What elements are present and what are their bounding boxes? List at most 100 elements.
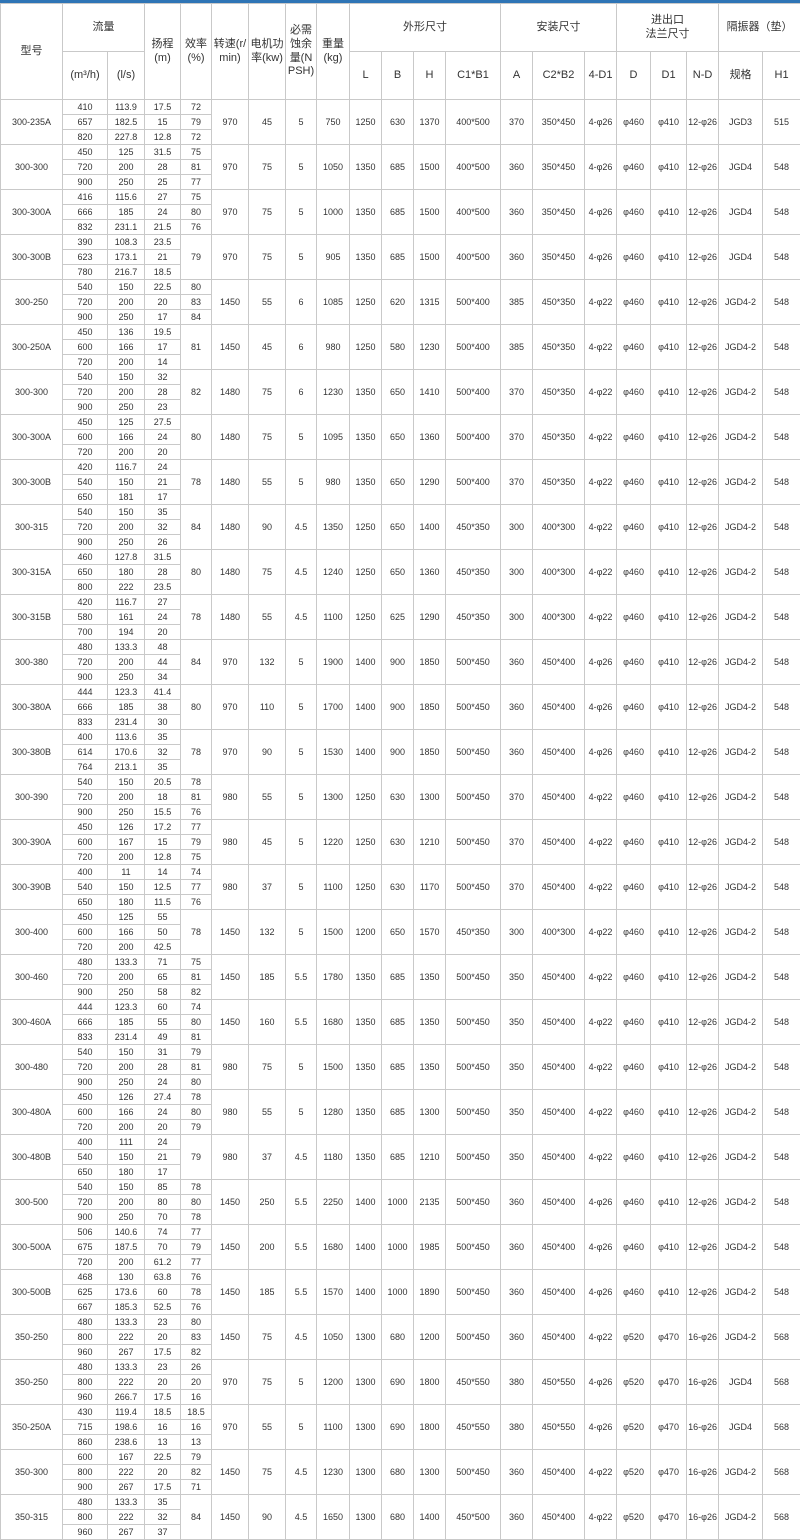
cell-eff: 75 xyxy=(181,145,212,160)
cell-nd: 12-φ26 xyxy=(687,100,719,145)
cell-weight: 1230 xyxy=(317,1450,350,1495)
cell-D1: φ410 xyxy=(651,1090,687,1135)
col-header-isolator: 隔振器（垫） xyxy=(719,4,800,52)
cell-model: 300-380B xyxy=(1,730,63,775)
cell-flow-m3h: 623 xyxy=(63,250,108,265)
cell-weight: 1680 xyxy=(317,1225,350,1270)
cell-D1: φ410 xyxy=(651,190,687,235)
cell-head: 17 xyxy=(145,1165,181,1180)
cell-head: 15.5 xyxy=(145,805,181,820)
cell-H: 1400 xyxy=(414,505,446,550)
cell-flow-ls: 216.7 xyxy=(108,265,145,280)
cell-model: 350-250A xyxy=(1,1405,63,1450)
cell-h1: 548 xyxy=(763,1270,800,1315)
cell-weight: 1500 xyxy=(317,910,350,955)
cell-h1: 548 xyxy=(763,1045,800,1090)
cell-B: 685 xyxy=(382,235,414,280)
cell-A: 370 xyxy=(501,415,533,460)
cell-c1b1: 500*450 xyxy=(446,865,501,910)
cell-4d1: 4-φ22 xyxy=(585,370,617,415)
cell-flow-m3h: 580 xyxy=(63,610,108,625)
cell-head: 19.5 xyxy=(145,325,181,340)
cell-power: 75 xyxy=(249,1315,286,1360)
cell-D: φ520 xyxy=(617,1405,651,1450)
cell-weight: 1700 xyxy=(317,685,350,730)
cell-eff: 80 xyxy=(181,550,212,595)
cell-head: 20 xyxy=(145,445,181,460)
cell-eff: 84 xyxy=(181,640,212,685)
cell-weight: 1240 xyxy=(317,550,350,595)
cell-flow-m3h: 800 xyxy=(63,1510,108,1525)
cell-D: φ460 xyxy=(617,190,651,235)
cell-4d1: 4-φ26 xyxy=(585,1270,617,1315)
cell-L: 1300 xyxy=(350,1495,382,1540)
cell-4d1: 4-φ22 xyxy=(585,1000,617,1045)
cell-npsh: 5 xyxy=(286,1405,317,1450)
cell-c1b1: 450*500 xyxy=(446,1495,501,1540)
cell-c2b2: 450*550 xyxy=(533,1360,585,1405)
cell-flow-m3h: 657 xyxy=(63,115,108,130)
cell-head: 21 xyxy=(145,475,181,490)
col-header-nd: N-D xyxy=(687,52,719,100)
cell-model: 300-390 xyxy=(1,775,63,820)
cell-D: φ460 xyxy=(617,505,651,550)
cell-D: φ460 xyxy=(617,370,651,415)
cell-D1: φ410 xyxy=(651,685,687,730)
cell-eff: 20 xyxy=(181,1375,212,1390)
cell-c1b1: 450*350 xyxy=(446,910,501,955)
cell-flow-ls: 119.4 xyxy=(108,1405,145,1420)
cell-eff: 82 xyxy=(181,1345,212,1360)
cell-eff: 72 xyxy=(181,130,212,145)
cell-H: 1570 xyxy=(414,910,446,955)
cell-spec: JGD4-2 xyxy=(719,955,763,1000)
cell-speed: 1450 xyxy=(212,1225,249,1270)
cell-D1: φ410 xyxy=(651,1180,687,1225)
col-header-dimensions: 外形尺寸 xyxy=(350,4,501,52)
cell-model: 300-480 xyxy=(1,1045,63,1090)
cell-eff: 80 xyxy=(181,1315,212,1330)
col-header-flow-m3h: (m³/h) xyxy=(63,52,108,100)
cell-flow-m3h: 900 xyxy=(63,175,108,190)
cell-L: 1250 xyxy=(350,865,382,910)
cell-H: 1300 xyxy=(414,1090,446,1135)
cell-flow-m3h: 480 xyxy=(63,640,108,655)
cell-flow-m3h: 420 xyxy=(63,595,108,610)
cell-model: 300-460A xyxy=(1,1000,63,1045)
cell-nd: 12-φ26 xyxy=(687,325,719,370)
cell-A: 300 xyxy=(501,550,533,595)
table-header: 型号 流量 扬程(m) 效率(%) 转速(r/min) 电机功率(kw) 必需蚀… xyxy=(1,4,800,100)
cell-flow-ls: 180 xyxy=(108,565,145,580)
cell-head: 60 xyxy=(145,1000,181,1015)
cell-spec: JGD4 xyxy=(719,190,763,235)
cell-H: 1360 xyxy=(414,550,446,595)
cell-flow-m3h: 833 xyxy=(63,1030,108,1045)
cell-eff: 75 xyxy=(181,955,212,970)
cell-h1: 548 xyxy=(763,730,800,775)
cell-c2b2: 450*400 xyxy=(533,1450,585,1495)
cell-power: 132 xyxy=(249,910,286,955)
cell-flow-m3h: 416 xyxy=(63,190,108,205)
cell-power: 160 xyxy=(249,1000,286,1045)
cell-flow-ls: 11 xyxy=(108,865,145,880)
cell-flow-ls: 200 xyxy=(108,1195,145,1210)
cell-model: 350-250 xyxy=(1,1315,63,1360)
cell-H: 1400 xyxy=(414,1495,446,1540)
cell-D: φ460 xyxy=(617,235,651,280)
cell-L: 1350 xyxy=(350,370,382,415)
cell-head: 17.5 xyxy=(145,1390,181,1405)
cell-flow-m3h: 860 xyxy=(63,1435,108,1450)
cell-flow-ls: 250 xyxy=(108,1210,145,1225)
cell-H: 1300 xyxy=(414,1450,446,1495)
cell-h1: 548 xyxy=(763,1000,800,1045)
cell-D: φ460 xyxy=(617,460,651,505)
cell-D1: φ410 xyxy=(651,1270,687,1315)
cell-A: 350 xyxy=(501,1135,533,1180)
cell-power: 90 xyxy=(249,730,286,775)
cell-npsh: 4.5 xyxy=(286,1135,317,1180)
cell-flow-m3h: 675 xyxy=(63,1240,108,1255)
cell-c2b2: 350*450 xyxy=(533,145,585,190)
